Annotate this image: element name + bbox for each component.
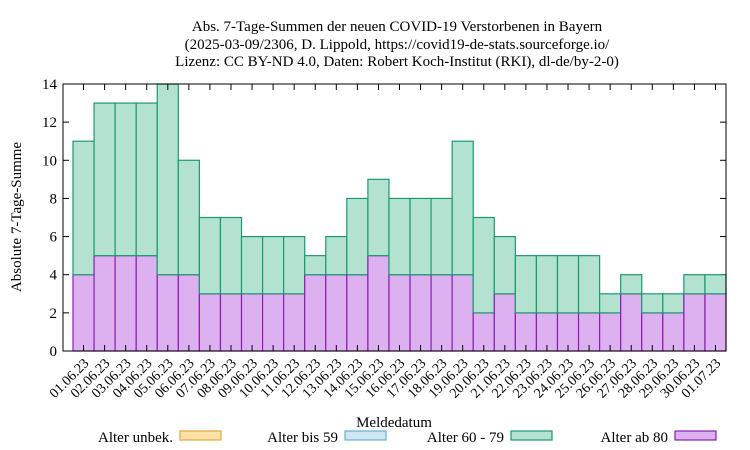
bar-segment [283, 293, 306, 352]
bar-segment [683, 274, 706, 295]
bar-segment [304, 274, 327, 352]
bar-segment [240, 293, 264, 352]
bar-segment [493, 293, 516, 352]
bar-segment [388, 274, 411, 352]
bar-segment [514, 255, 538, 314]
y-axis-label: Absolute 7-Tage-Summe [9, 142, 25, 293]
bar-segment [704, 293, 727, 352]
bar-segment [135, 255, 158, 352]
bar-segment [388, 197, 411, 276]
bar-segment [409, 274, 432, 352]
bar-segment [577, 255, 601, 314]
bar-segment [493, 235, 516, 295]
bar-segment [177, 274, 200, 352]
bars [72, 83, 727, 352]
bar-segment [325, 235, 348, 276]
bar-segment [177, 159, 200, 276]
bar-segment [367, 178, 390, 257]
bar-segment [704, 274, 727, 295]
y-tick-label: 14 [42, 77, 58, 93]
bar-segment [240, 235, 264, 295]
plot-frame [62, 83, 727, 352]
bar-segment [114, 102, 137, 257]
title-line-1: Abs. 7-Tage-Summen der neuen COVID-19 Ve… [192, 19, 603, 35]
bar-segment [409, 197, 432, 276]
bar-segment [135, 102, 158, 257]
y-tick-label: 10 [42, 153, 57, 169]
legend-swatch [344, 430, 387, 441]
bar-segment [114, 255, 137, 352]
bar-segment [620, 274, 643, 295]
bar-segment [451, 140, 474, 276]
bar-segment [261, 235, 285, 295]
bar-segment [156, 83, 179, 276]
bar-segment [683, 293, 706, 352]
bar-segment [198, 216, 222, 295]
y-tick-label: 8 [50, 191, 58, 207]
y-tick-label: 0 [50, 344, 58, 360]
title-line-2: (2025-03-09/2306, D. Lippold, https://co… [185, 37, 610, 53]
bar-segment [72, 140, 95, 276]
legend-swatch [674, 430, 717, 441]
chart-title: Abs. 7-Tage-Summen der neuen COVID-19 Ve… [175, 19, 619, 70]
bar-segment [325, 274, 348, 352]
bar-segment [219, 293, 243, 352]
bar-segment [304, 255, 327, 276]
x-axis-ticks: 01.06.2302.06.2303.06.2304.06.2305.06.23… [47, 84, 724, 401]
legend-swatch [179, 430, 222, 441]
bar-segment [620, 293, 643, 352]
legend: Alter unbek. Alter bis 59 Alter 60 - 79 Alt… [98, 430, 717, 446]
bar-segment [367, 255, 390, 352]
bar-segment [219, 216, 243, 295]
bar-segment [451, 274, 474, 352]
bar-segment [599, 293, 622, 314]
bar-segment [156, 274, 179, 352]
bar-segment [72, 274, 95, 352]
bar-segment [346, 274, 369, 352]
legend-label: Alter bis 59 [267, 430, 338, 446]
bar-segment [556, 255, 580, 314]
legend-label: Alter ab 80 [601, 430, 668, 446]
bar-segment [430, 274, 453, 352]
bar-segment [198, 293, 222, 352]
legend-label: Alter unbek. [98, 430, 173, 446]
bar-segment [662, 293, 685, 314]
bar-segment [93, 102, 116, 257]
bar-segment [472, 216, 495, 314]
bar-segment [261, 293, 285, 352]
bar-segment [93, 255, 116, 352]
bar-segment [346, 197, 369, 276]
y-tick-label: 4 [50, 268, 58, 284]
bar-segment [535, 255, 559, 314]
bar-segment [430, 197, 453, 276]
bar-segment [283, 235, 306, 295]
y-tick-label: 12 [42, 115, 57, 131]
legend-label: Alter 60 - 79 [427, 430, 504, 446]
y-axis-ticks: 0 2 4 6 8 10 12 14 [42, 77, 726, 360]
y-tick-label: 6 [50, 230, 58, 246]
legend-swatch [510, 430, 553, 441]
title-line-3: Lizenz: CC BY-ND 4.0, Daten: Robert Koch… [175, 54, 619, 70]
bar-segment [641, 293, 664, 314]
x-axis-label: Meldedatum [356, 415, 432, 431]
y-tick-label: 2 [50, 306, 58, 322]
